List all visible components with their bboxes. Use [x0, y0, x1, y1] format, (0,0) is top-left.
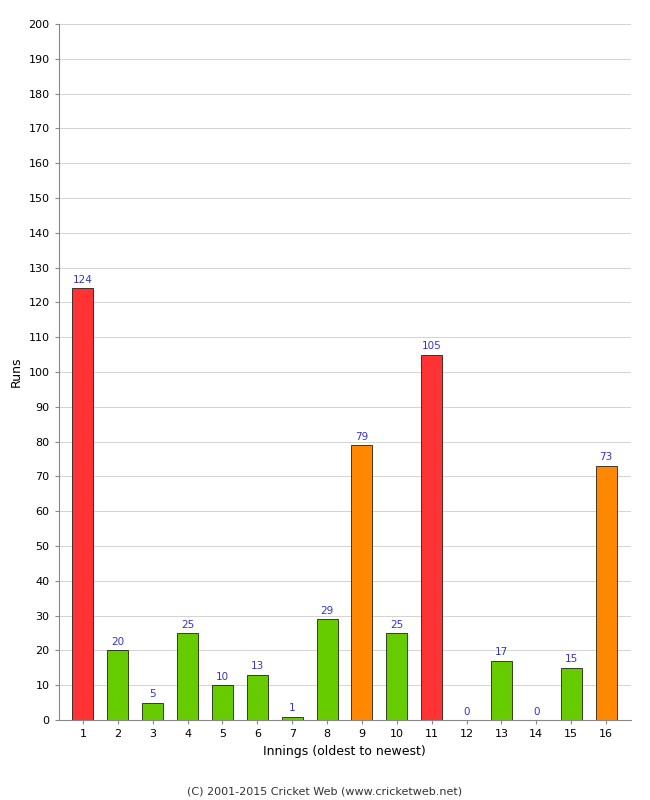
- Bar: [281, 717, 303, 720]
- Bar: [142, 702, 163, 720]
- Text: 25: 25: [181, 619, 194, 630]
- Text: 105: 105: [422, 341, 441, 351]
- Bar: [72, 289, 94, 720]
- Text: 0: 0: [463, 706, 470, 717]
- Text: 1: 1: [289, 703, 296, 713]
- Text: 79: 79: [356, 432, 369, 442]
- Text: 10: 10: [216, 672, 229, 682]
- Bar: [317, 619, 337, 720]
- Text: 29: 29: [320, 606, 333, 616]
- Bar: [352, 445, 372, 720]
- Text: 0: 0: [533, 706, 540, 717]
- Bar: [561, 668, 582, 720]
- Text: 5: 5: [150, 689, 156, 699]
- Text: 17: 17: [495, 647, 508, 658]
- Text: 73: 73: [599, 453, 613, 462]
- Bar: [177, 633, 198, 720]
- X-axis label: Innings (oldest to newest): Innings (oldest to newest): [263, 745, 426, 758]
- Text: 15: 15: [565, 654, 578, 664]
- Bar: [595, 466, 617, 720]
- Text: 25: 25: [390, 619, 404, 630]
- Y-axis label: Runs: Runs: [10, 357, 23, 387]
- Bar: [491, 661, 512, 720]
- Bar: [421, 354, 442, 720]
- Bar: [107, 650, 128, 720]
- Bar: [247, 674, 268, 720]
- Text: 13: 13: [251, 662, 264, 671]
- Bar: [212, 685, 233, 720]
- Bar: [386, 633, 408, 720]
- Text: (C) 2001-2015 Cricket Web (www.cricketweb.net): (C) 2001-2015 Cricket Web (www.cricketwe…: [187, 786, 463, 796]
- Text: 124: 124: [73, 275, 93, 285]
- Text: 20: 20: [111, 637, 124, 647]
